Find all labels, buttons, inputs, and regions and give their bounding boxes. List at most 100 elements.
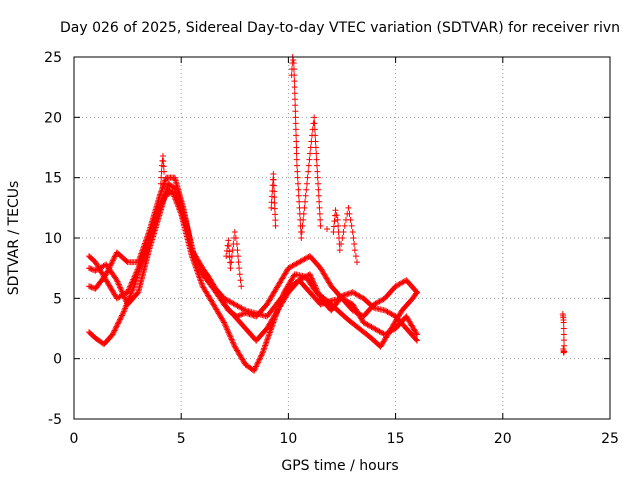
- data-point: [134, 266, 141, 273]
- data-point: [560, 325, 567, 332]
- data-point: [307, 272, 314, 279]
- data-point: [119, 311, 126, 318]
- data-point: [225, 237, 232, 244]
- data-point: [135, 257, 142, 264]
- data-point: [309, 278, 316, 285]
- data-point: [292, 126, 299, 133]
- data-point: [272, 217, 279, 224]
- data-point: [123, 258, 130, 265]
- data-point: [194, 260, 201, 267]
- data-point: [292, 96, 299, 103]
- data-point: [294, 168, 301, 175]
- data-point: [160, 163, 167, 170]
- data-point: [145, 231, 152, 238]
- data-point: [197, 267, 204, 274]
- data-point: [260, 348, 267, 355]
- data-point: [120, 309, 127, 316]
- data-point: [332, 207, 339, 214]
- y-tick-label: 25: [44, 50, 62, 66]
- data-point: [158, 168, 165, 175]
- data-point: [198, 268, 205, 275]
- data-point: [560, 337, 567, 344]
- data-point: [334, 216, 341, 223]
- data-point: [290, 57, 297, 64]
- data-point: [138, 250, 145, 257]
- data-point: [120, 292, 127, 299]
- data-point: [136, 262, 143, 269]
- data-point: [309, 276, 316, 283]
- data-point: [292, 108, 299, 115]
- data-point: [139, 247, 146, 254]
- data-point: [130, 275, 137, 282]
- data-point: [311, 120, 318, 127]
- data-point: [226, 248, 233, 255]
- data-point: [295, 180, 302, 187]
- x-tick-label: 10: [279, 431, 297, 447]
- data-point: [116, 282, 123, 289]
- data-point: [313, 162, 320, 169]
- data-point: [193, 257, 200, 264]
- data-point: [229, 337, 236, 344]
- data-point: [264, 335, 271, 342]
- data-point: [342, 216, 349, 223]
- data-point: [259, 349, 266, 356]
- data-point: [225, 329, 232, 336]
- data-point: [264, 336, 271, 343]
- data-point: [293, 144, 300, 151]
- data-point: [333, 212, 340, 219]
- data-point: [293, 132, 300, 139]
- data-point: [127, 282, 134, 289]
- data-point: [294, 174, 301, 181]
- data-point: [158, 174, 165, 181]
- data-point: [253, 363, 260, 370]
- data-point: [129, 279, 136, 286]
- data-point: [316, 204, 323, 211]
- data-point: [414, 331, 421, 338]
- data-point: [116, 317, 123, 324]
- data-point: [128, 280, 135, 287]
- data-point: [222, 323, 229, 330]
- data-point: [114, 322, 121, 329]
- data-points: [86, 54, 568, 374]
- data-point: [413, 288, 420, 295]
- data-point: [139, 246, 146, 253]
- data-point: [224, 326, 231, 333]
- data-point: [311, 281, 318, 288]
- data-point: [144, 233, 151, 240]
- data-point: [197, 277, 204, 284]
- data-point: [316, 292, 323, 299]
- data-point: [135, 263, 142, 270]
- data-point: [198, 280, 205, 287]
- data-point: [315, 180, 322, 187]
- data-point: [263, 339, 270, 346]
- data-point: [117, 315, 124, 322]
- data-point: [238, 283, 245, 290]
- data-point: [308, 275, 315, 282]
- data-point: [222, 322, 229, 329]
- data-point: [224, 327, 231, 334]
- data-point: [196, 274, 203, 281]
- data-point: [220, 318, 227, 325]
- data-point: [115, 280, 122, 287]
- data-point: [341, 222, 348, 229]
- data-point: [129, 277, 136, 284]
- data-point: [230, 340, 237, 347]
- data-point: [313, 286, 320, 293]
- data-point: [295, 192, 302, 199]
- data-point: [117, 285, 124, 292]
- data-point: [118, 288, 125, 295]
- y-tick-label: 10: [44, 231, 62, 247]
- data-point: [259, 351, 266, 358]
- data-point: [413, 330, 420, 337]
- data-point: [268, 204, 275, 211]
- data-point: [125, 286, 132, 293]
- x-axis-title: GPS time / hours: [281, 458, 398, 474]
- data-point: [231, 228, 238, 235]
- data-point: [293, 156, 300, 163]
- data-point: [118, 313, 125, 320]
- data-point: [308, 274, 315, 281]
- data-point: [229, 339, 236, 346]
- data-point: [228, 259, 235, 266]
- y-tick-label: 5: [53, 291, 62, 307]
- data-point: [127, 283, 134, 290]
